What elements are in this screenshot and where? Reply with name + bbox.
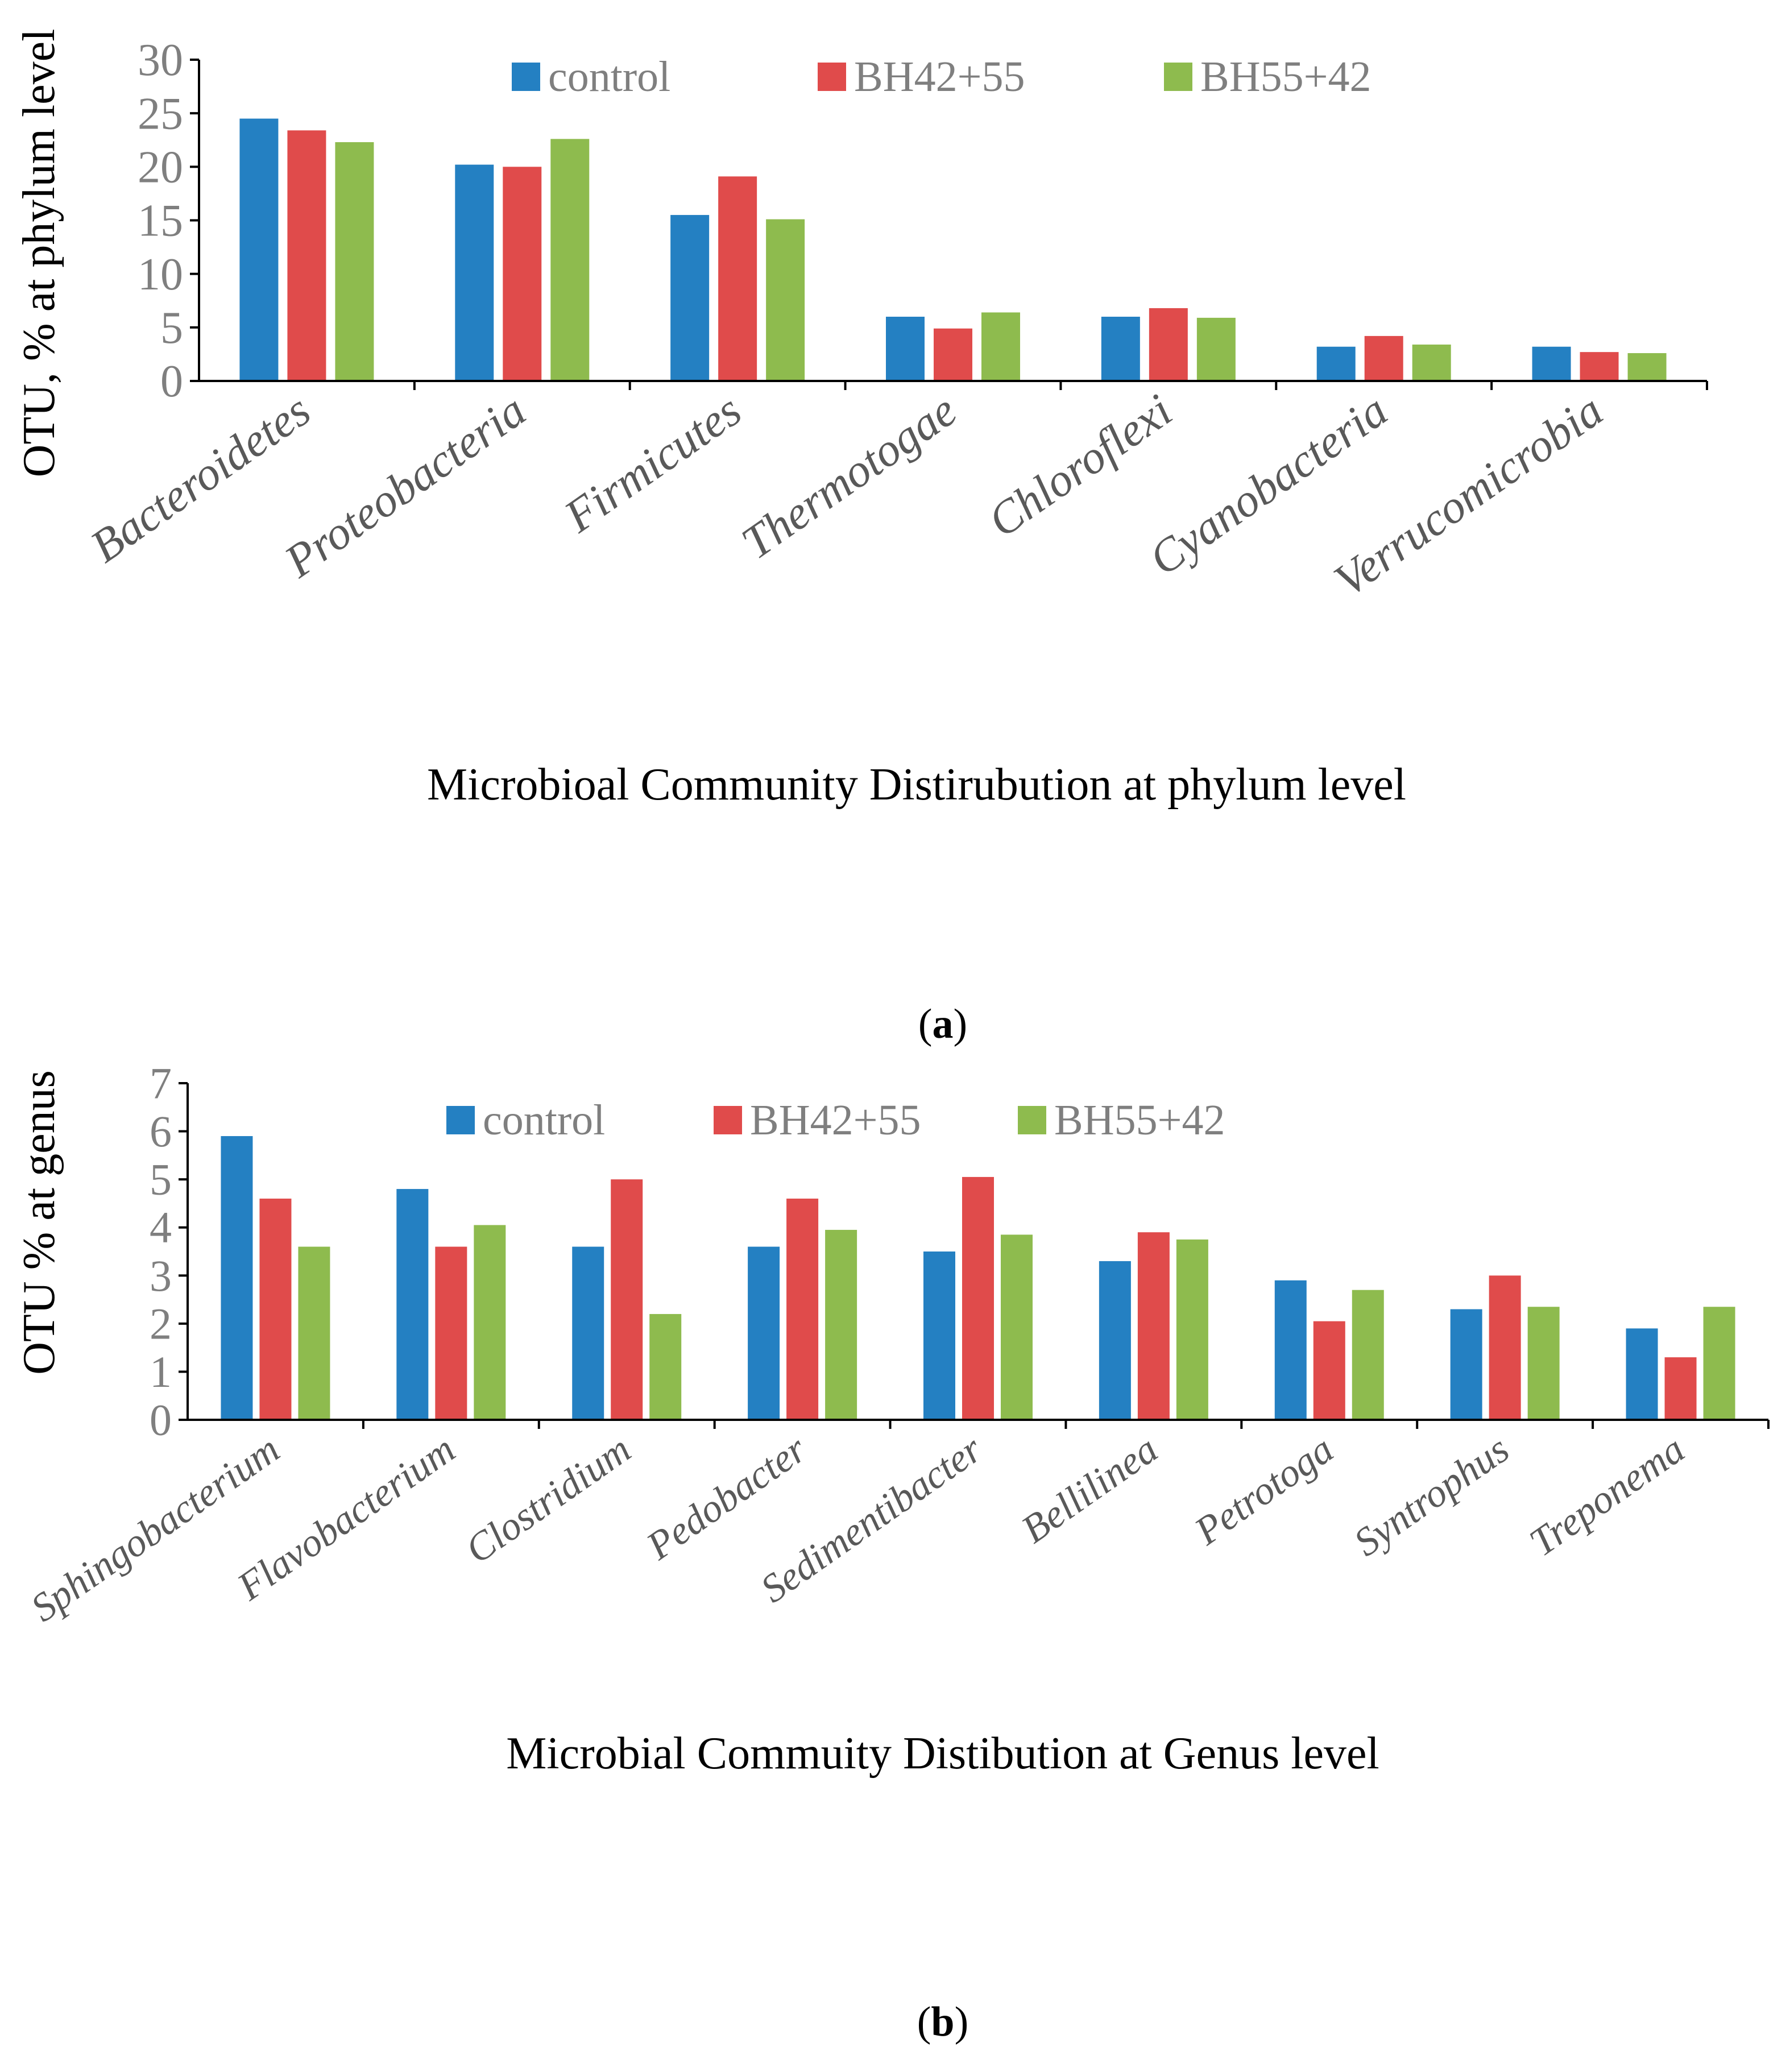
legend-label: BH42+55 [854, 53, 1025, 101]
bar [1703, 1307, 1735, 1420]
y-tick-label: 30 [138, 35, 183, 85]
bar [1364, 335, 1403, 381]
bar [1489, 1275, 1521, 1420]
legend-swatch [512, 63, 540, 91]
legend-label: control [548, 53, 670, 101]
bar [886, 317, 925, 381]
legend-label: BH42+55 [750, 1096, 921, 1144]
bar [1099, 1261, 1131, 1420]
bar [670, 215, 710, 381]
bar [1149, 308, 1188, 381]
y-tick-label: 7 [150, 1059, 172, 1108]
bar [396, 1189, 429, 1420]
bar [550, 139, 590, 381]
y-tick-label: 25 [138, 89, 183, 139]
bar [923, 1252, 955, 1420]
y-tick-label: 20 [138, 143, 183, 193]
bar [748, 1246, 780, 1420]
bar [221, 1136, 253, 1420]
bar [503, 167, 542, 381]
bar [1580, 352, 1619, 381]
svg-text:(a): (a) [918, 1001, 967, 1047]
bar [718, 176, 757, 381]
legend-label: control [483, 1096, 605, 1144]
bar [1352, 1290, 1384, 1420]
y-axis-label: OTU % at genus [14, 1070, 64, 1374]
legend-swatch [1018, 1106, 1046, 1134]
legend-label: BH55+42 [1200, 53, 1371, 101]
bar [474, 1225, 506, 1420]
bar [259, 1198, 292, 1420]
panel-label-a: a [933, 1001, 954, 1047]
y-tick-label: 2 [150, 1299, 172, 1348]
panel-caption-a: (a) [918, 1001, 967, 1047]
panel-caption-b: (b) [917, 1999, 968, 2045]
y-tick-label: 0 [160, 357, 183, 407]
x-axis-label: Microbioal Community Distirubution at ph… [427, 760, 1406, 810]
bar [962, 1176, 994, 1420]
legend-swatch [446, 1106, 475, 1134]
bar [1274, 1280, 1307, 1420]
y-tick-label: 5 [150, 1155, 172, 1204]
bar [611, 1179, 643, 1420]
legend-swatch [1164, 63, 1192, 91]
y-tick-label: 1 [150, 1347, 172, 1396]
y-tick-label: 0 [150, 1395, 172, 1445]
bar [934, 328, 972, 381]
legend-label: BH55+42 [1054, 1096, 1225, 1144]
bar [649, 1313, 682, 1420]
bar [1532, 346, 1571, 381]
bar [1137, 1232, 1170, 1420]
bar [455, 164, 494, 381]
y-axis-label: OTU, % at phylum level [14, 29, 64, 478]
bar [335, 142, 374, 381]
bar [1313, 1321, 1345, 1420]
bar [1664, 1357, 1697, 1420]
legend-swatch [714, 1106, 742, 1134]
bar [287, 130, 326, 382]
bar [1450, 1309, 1482, 1420]
x-axis-label: Microbial Commuity Distibution at Genus … [506, 1729, 1379, 1779]
bar [1527, 1307, 1560, 1420]
y-tick-label: 6 [150, 1107, 172, 1156]
bar [786, 1198, 819, 1420]
bar [239, 118, 279, 382]
bar [572, 1246, 604, 1420]
bar [435, 1246, 467, 1420]
bar [1176, 1239, 1208, 1420]
bar [766, 219, 805, 381]
y-tick-label: 3 [150, 1251, 172, 1300]
y-tick-label: 5 [160, 303, 183, 353]
bar [298, 1246, 330, 1420]
bar [1196, 317, 1236, 381]
y-tick-label: 15 [138, 196, 183, 246]
bar [1627, 353, 1667, 381]
bar [1316, 346, 1356, 381]
bar [1101, 317, 1140, 381]
y-tick-label: 4 [150, 1203, 172, 1252]
svg-text:(b): (b) [917, 1999, 968, 2045]
bar [981, 312, 1020, 381]
panel-label-b: b [931, 1999, 954, 2045]
bar [825, 1229, 857, 1420]
y-tick-label: 10 [138, 250, 183, 300]
bar [1412, 344, 1451, 381]
legend-swatch [818, 63, 846, 91]
bar [1626, 1328, 1658, 1420]
bar [1001, 1234, 1033, 1420]
